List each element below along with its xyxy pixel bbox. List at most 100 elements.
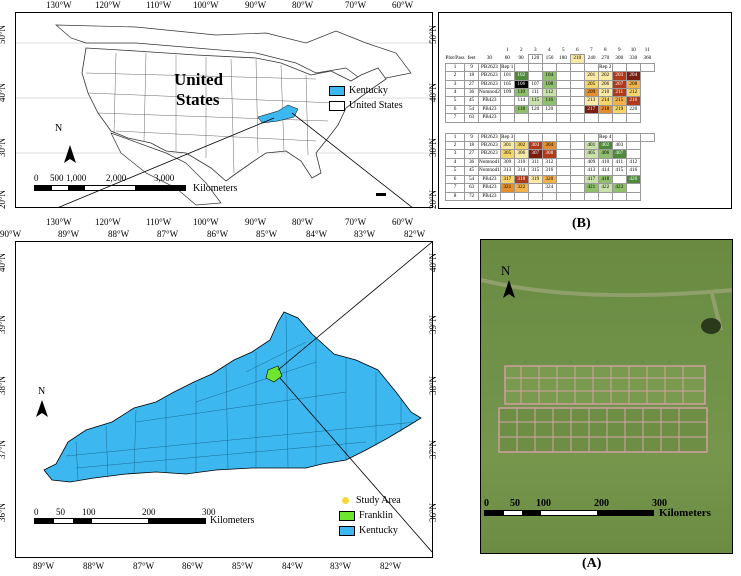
plot-table-cell	[625, 149, 641, 159]
us-lat-l-0: 50°N	[0, 24, 8, 45]
plot-table-cell: 217	[583, 104, 599, 115]
plot-table-cell: 211	[611, 88, 627, 98]
plot-table-row: 6 54 PB423 118 120 120 217 218 219 220	[444, 104, 655, 115]
ky-lat-l-4: 36°N	[0, 502, 8, 523]
plot-table-cell: 204	[625, 71, 641, 81]
plot-table-cell: 1	[444, 62, 466, 73]
north-arrow-us	[64, 145, 76, 163]
plot-table-cell: 321	[499, 183, 515, 193]
plot-table-cell	[555, 183, 571, 193]
plot-table-cell	[597, 113, 613, 123]
legend-label-usa: United States	[349, 100, 403, 111]
us-lon-top-7: 60°W	[392, 0, 414, 10]
aerial-scale-100: 100	[536, 498, 551, 509]
plot-table-cell: 311	[527, 157, 543, 168]
plot-table-cell: PB423	[478, 113, 501, 123]
plot-table-cell	[569, 149, 585, 159]
plot-table-cell: 7	[444, 183, 466, 193]
plot-table-cell: 60	[504, 55, 510, 62]
plot-table-cell	[555, 149, 571, 159]
ky-map-svg	[36, 242, 432, 553]
plot-table-cell	[479, 47, 501, 55]
plot-table-cell	[583, 132, 599, 143]
plot-table-row: 1 9 PB2623 Rep 1 Rep 2	[444, 62, 655, 73]
north-arrow-aerial	[503, 280, 515, 298]
plot-table-cell: 109	[499, 88, 515, 98]
plot-table-cell	[555, 132, 571, 143]
us-lat-l-3: 20°N	[0, 189, 8, 210]
us-scale-2000: 2,000	[106, 173, 127, 183]
plot-table-cell: PB423	[478, 174, 501, 185]
us-lat-l-2: 30°N	[0, 137, 8, 158]
us-lon-bot-0: 130°W	[46, 217, 72, 227]
plot-table-cell	[611, 62, 627, 73]
ky-lat-r-0: 40°N	[428, 252, 439, 273]
plot-table-cell	[625, 183, 641, 193]
plot-table-cell	[583, 113, 599, 123]
ky-lon-bot-3: 86°W	[182, 561, 204, 571]
plot-table-cell: 2	[519, 47, 523, 54]
plot-table-row: 8 72 PB423	[444, 191, 655, 201]
plot-table-cell	[499, 191, 515, 201]
plot-table-cell: 116	[541, 96, 557, 106]
plot-table: 1 2 3 4 5 6 7 8 9 10 11 Plot/Pass feet 30 60 90 120 150 18…	[444, 47, 655, 201]
plot-table-cell: 4	[547, 47, 551, 54]
plot-table-cell: 421	[583, 183, 599, 193]
plot-table-cell	[555, 71, 571, 81]
plot-table-cell	[541, 113, 557, 123]
plot-table-cell: 240	[587, 55, 596, 62]
plot-table-cell: 210	[597, 88, 613, 98]
plot-table-cell	[555, 113, 571, 123]
plot-table-cell	[639, 132, 655, 143]
plot-table-cell: 102	[513, 71, 529, 81]
plot-table-cell	[569, 174, 585, 185]
ky-lon-bot-0: 89°W	[33, 561, 55, 571]
aerial-scale-50: 50	[510, 498, 520, 509]
us-lon-top-1: 120°W	[95, 0, 121, 10]
plot-table-cell: 107	[527, 79, 543, 90]
plot-table-cell: 9	[464, 62, 480, 73]
plot-table-cell: 108	[541, 79, 557, 90]
plot-table-cell	[555, 166, 571, 176]
us-lat-r-2: 30°N	[428, 137, 439, 158]
plot-table-cell	[625, 113, 641, 123]
aerial-scale-0: 0	[484, 498, 489, 509]
plot-table-cell	[555, 141, 571, 151]
us-lon-bot-7: 60°W	[392, 217, 414, 227]
plot-table-cell: 27	[464, 79, 480, 90]
plot-table-cell: 418	[597, 174, 613, 185]
plot-table-cell	[555, 88, 571, 98]
us-lon-bot-5: 80°W	[292, 217, 314, 227]
plot-table-cell: 317	[499, 174, 515, 185]
plot-table-cell: PB423	[478, 96, 501, 106]
legend-dot-study-area	[342, 497, 349, 504]
plot-table-cell: 118	[513, 104, 529, 115]
plot-table-cell	[569, 157, 585, 168]
plot-table-cell: 105	[499, 79, 515, 90]
plot-table-cell	[527, 113, 543, 123]
country-label-1: United	[174, 70, 224, 89]
us-lon-bot-1: 120°W	[95, 217, 121, 227]
plot-table-cell: Rep 1	[499, 62, 515, 73]
plot-table-cell: 54	[464, 104, 480, 115]
plot-table-cell	[446, 47, 465, 55]
plot-table-cell: 318	[513, 174, 529, 185]
plot-table-cell: PB423	[478, 104, 501, 115]
legend-swatch-kentucky	[329, 85, 345, 96]
plot-table-cell: 405	[583, 149, 599, 159]
plot-table-cell	[555, 191, 571, 201]
plot-table-row: 1 2 3 4 5 6 7 8 9 10 11	[446, 47, 655, 55]
ky-lon-top-7: 83°W	[354, 229, 376, 239]
plot-table-cell	[625, 141, 641, 151]
plot-table-cell: 415	[611, 166, 627, 176]
plot-table-cell: 9	[617, 47, 621, 54]
plot-table-row: 3 27 PB2623 305 306 307 308 405 406 407	[444, 149, 655, 159]
plot-table-cell: PB423	[478, 191, 501, 201]
plot-table-cell	[625, 132, 641, 143]
plot-table-cell: 111	[527, 88, 543, 98]
us-map-frame: United States N Kentucky United States 0…	[15, 12, 433, 208]
plot-table-cell: 322	[513, 183, 529, 193]
plot-table-cell: 18	[464, 71, 480, 81]
us-scale-bar	[34, 185, 186, 191]
legend-swatch-ky	[339, 525, 355, 536]
